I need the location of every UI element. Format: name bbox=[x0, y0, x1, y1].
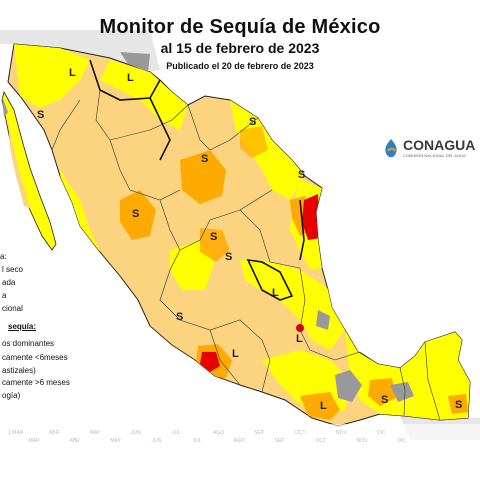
timeline-tick: OCT bbox=[295, 430, 306, 436]
legend-line: l seco bbox=[2, 265, 23, 274]
timeline-tick: AGO bbox=[233, 438, 245, 444]
map-label: L bbox=[232, 348, 239, 360]
baja-california bbox=[1, 90, 57, 251]
map-label: S bbox=[176, 311, 183, 323]
map-label: S bbox=[201, 153, 208, 165]
timeline-tick: SEP bbox=[274, 438, 285, 444]
impact-labels: L L S S S S S S S L L L S L S S bbox=[37, 67, 462, 412]
map-label: S bbox=[381, 394, 388, 406]
date-subtitle: al 15 de febrero de 2023 bbox=[160, 40, 320, 56]
legend-impact-line: camente >6 meses bbox=[2, 378, 70, 387]
conagua-emblem-icon bbox=[385, 139, 397, 158]
timeline-tick: JUL bbox=[172, 430, 181, 436]
state-boundaries bbox=[51, 59, 441, 421]
timeline-tick: DIC bbox=[397, 438, 407, 444]
timeline-tick: ABR bbox=[49, 430, 60, 436]
map-label: L bbox=[69, 67, 76, 79]
timeline-tick: ABR bbox=[69, 438, 80, 444]
map-label: S bbox=[249, 116, 256, 128]
logo-tagline: COMISIÓN NACIONAL DEL AGUA bbox=[403, 153, 466, 158]
timeline-strip bbox=[0, 424, 480, 454]
map-label: S bbox=[132, 208, 139, 220]
map-label: L bbox=[272, 287, 279, 299]
map-label: L bbox=[320, 400, 327, 412]
timeline-tick: OCT bbox=[315, 438, 327, 444]
map-label: S bbox=[37, 109, 44, 121]
timeline-tick: JUN bbox=[131, 430, 141, 436]
timeline-tick: MAY bbox=[90, 430, 101, 436]
legend-line: a bbox=[2, 291, 7, 300]
timeline-tick: MAR bbox=[28, 438, 40, 444]
legend-impact-title: sequía: bbox=[8, 322, 37, 331]
map-label: S bbox=[455, 399, 462, 411]
region-outlines bbox=[89, 59, 305, 301]
legend-impact-line: camente <6meses bbox=[2, 353, 68, 362]
legend-impact-line: astizales) bbox=[2, 366, 36, 375]
timeline-ticks: 1 MAR MAR ABR ABR MAY MAY JUN JUN JUL JUL AGO AGO SE… bbox=[0, 430, 480, 450]
map-label: S bbox=[210, 231, 217, 243]
map-label: L bbox=[296, 333, 303, 345]
timeline-tick: AGO bbox=[213, 430, 225, 436]
timeline-tick: JUN bbox=[151, 438, 162, 444]
timeline-tick: NOV bbox=[356, 438, 368, 444]
legend-impact-line: ogía) bbox=[2, 391, 21, 400]
timeline-tick: MAY bbox=[110, 438, 121, 444]
map-label: S bbox=[298, 169, 305, 181]
logo-name: CONAGUA bbox=[403, 137, 476, 153]
timeline-tick: NOV bbox=[336, 430, 347, 436]
page-title: Monitor de Sequía de México bbox=[99, 16, 381, 38]
legend-line: ada bbox=[2, 278, 16, 287]
timeline-tick: DIC bbox=[377, 430, 386, 436]
legend-line: cional bbox=[2, 304, 23, 313]
timeline-tick: 1 MAR bbox=[8, 430, 24, 436]
published-date: Publicado el 20 de febrero de 2023 bbox=[166, 61, 314, 71]
map-label: L bbox=[127, 72, 134, 84]
conagua-logo: CONAGUA COMISIÓN NACIONAL DEL AGUA bbox=[381, 136, 476, 162]
legend-line: a: bbox=[0, 252, 7, 261]
legend-impact-line: os dominantes bbox=[2, 339, 55, 348]
timeline-tick: SEP bbox=[254, 430, 265, 436]
map-label: S bbox=[225, 251, 232, 263]
timeline-tick: JUL bbox=[192, 438, 202, 444]
no-data-north bbox=[120, 52, 150, 72]
